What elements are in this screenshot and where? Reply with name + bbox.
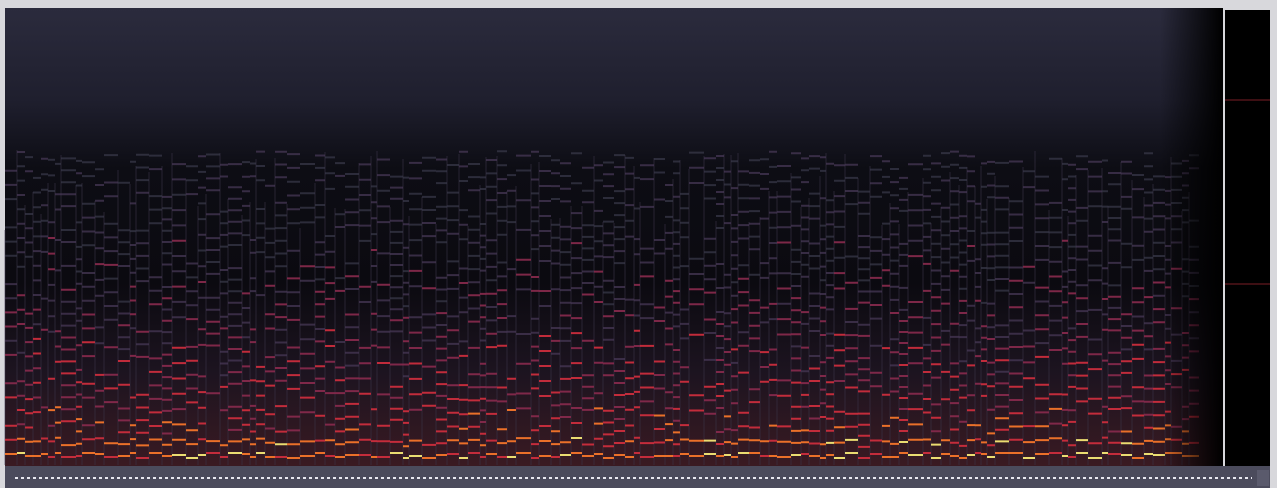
spectrogram-fade (1160, 8, 1223, 466)
level-panel (1225, 10, 1270, 466)
page: (() => { const svg = document.getElement… (0, 0, 1277, 488)
scroll-button[interactable] (1257, 470, 1269, 486)
scrollbar[interactable] (5, 466, 1270, 488)
spectrogram-window (0, 0, 1277, 488)
